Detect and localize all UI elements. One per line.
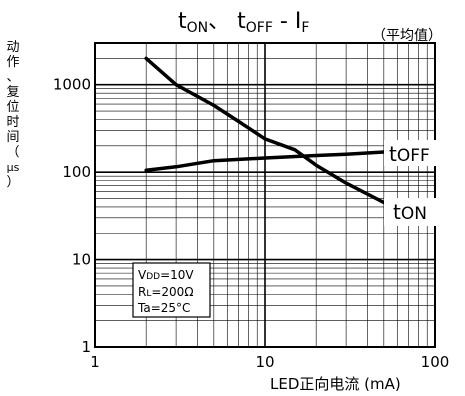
y-label-char: 复 bbox=[6, 85, 20, 100]
condition-vdd: VDD=10V bbox=[138, 268, 194, 282]
y-label-char: 位 bbox=[6, 100, 20, 115]
chart-subtitle: （平均值） bbox=[372, 28, 442, 44]
condition-rl: RL=200Ω bbox=[138, 285, 194, 299]
y-label-char: ） bbox=[6, 175, 20, 190]
x-tick-label: 10 bbox=[255, 353, 274, 371]
y-axis-label: 动 作 、 复 位 时 间 （ µs ） bbox=[4, 40, 22, 190]
series-label-ton: tON bbox=[384, 198, 436, 226]
series-line-ton bbox=[144, 56, 386, 205]
series-label-toff: tOFF bbox=[384, 140, 436, 166]
condition-ta: Ta=25°C bbox=[137, 301, 190, 315]
conditions-box: VDD=10V RL=200Ω Ta=25°C bbox=[132, 262, 211, 318]
x-tick-label: 100 bbox=[421, 353, 450, 371]
y-label-char: 时 bbox=[6, 115, 20, 130]
chart-title: tON、 tOFF - IF bbox=[178, 9, 309, 36]
y-tick-label: 1 bbox=[81, 338, 91, 356]
y-label-char: 间 bbox=[6, 130, 20, 145]
y-label-char: 、 bbox=[6, 70, 20, 85]
x-axis-label: LED正向电流 (mA) bbox=[270, 375, 401, 393]
x-tick-label: 1 bbox=[90, 353, 100, 371]
plot-frame bbox=[94, 42, 436, 348]
svg-text:tON: tON bbox=[393, 200, 427, 224]
y-tick-label: 10 bbox=[72, 251, 91, 269]
grid-major bbox=[95, 43, 435, 347]
series-lines bbox=[144, 56, 386, 205]
x-tick-labels: 1 10 100 bbox=[90, 353, 449, 371]
y-tick-label: 100 bbox=[62, 163, 91, 181]
y-label-char: 作 bbox=[6, 55, 20, 70]
y-tick-labels: 1 10 100 1000 bbox=[53, 76, 91, 356]
y-tick-label: 1000 bbox=[53, 76, 91, 94]
series-line-toff bbox=[144, 150, 386, 173]
svg-text:tOFF: tOFF bbox=[389, 142, 430, 166]
y-label-char: （ bbox=[6, 145, 20, 160]
y-label-char: 动 bbox=[6, 40, 20, 55]
y-label-char: µs bbox=[6, 161, 20, 174]
